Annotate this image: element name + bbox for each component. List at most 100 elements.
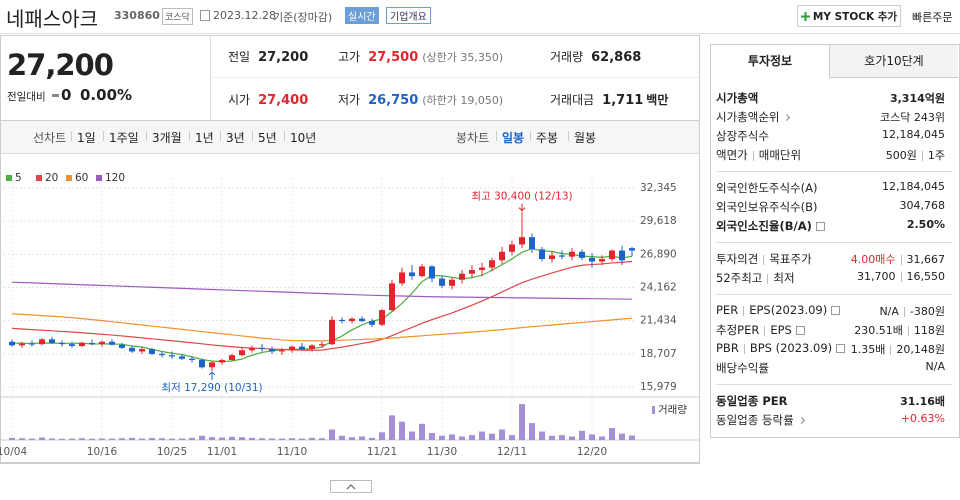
volume-bar: [589, 434, 595, 440]
legend-swatch: [6, 175, 12, 181]
candle-body: [479, 267, 485, 271]
info-value: 코스닥 243위: [880, 109, 945, 125]
volume-bar: [39, 437, 45, 440]
candle-body: [619, 250, 625, 261]
info-divider: [716, 171, 952, 172]
volume-bar: [429, 432, 435, 440]
info-tab-active[interactable]: 투자정보: [711, 45, 830, 78]
y-tick-label: 26,890: [640, 248, 677, 260]
volume-bar: [199, 435, 205, 440]
period-tab[interactable]: 5년: [258, 131, 277, 145]
info-value-text: 304,768: [899, 199, 946, 212]
volume-bar: [529, 423, 535, 440]
period-tab[interactable]: 3개월: [152, 131, 182, 145]
x-tick-label: 11/01: [207, 446, 237, 458]
volume-bar: [229, 436, 235, 440]
quote-label: 고가: [338, 50, 361, 64]
candle-body: [299, 346, 305, 350]
volume-bar: [339, 435, 345, 440]
info-label-text: PER: [716, 303, 739, 317]
volume-bar: [79, 438, 85, 440]
legend-swatch: [66, 175, 72, 181]
period-tab[interactable]: 10년: [290, 131, 317, 145]
volume-bar: [49, 438, 55, 440]
period-tab[interactable]: 1년: [195, 131, 214, 145]
volume-bar: [309, 437, 315, 440]
info-label: 동일업종 등락률: [716, 412, 805, 428]
volume-bar: [609, 428, 615, 440]
period-tab[interactable]: 1일: [77, 131, 96, 145]
arrow-icon: [797, 416, 805, 425]
candle-tab[interactable]: 일봉: [502, 131, 525, 145]
info-label-text: 외국인한도주식수(A): [716, 181, 818, 195]
separator: [903, 307, 905, 317]
info-label: 투자의견 목표주가: [716, 251, 812, 267]
candle-tab[interactable]: 주봉: [536, 131, 559, 145]
info-value-text: -380원: [909, 305, 945, 318]
collapse-button[interactable]: [330, 480, 372, 493]
volume-bar: [19, 438, 25, 440]
ma-line: [11, 313, 633, 342]
info-tab[interactable]: 호가10단계: [830, 45, 958, 78]
candle-body: [439, 278, 445, 286]
realtime-badge[interactable]: 실시간: [345, 7, 379, 24]
date: 2023.12.28: [213, 9, 276, 22]
info-value: +0.63%: [901, 412, 945, 425]
quote-label: 전일: [228, 50, 251, 64]
volume-bar: [349, 437, 355, 440]
mystock-label: MY STOCK 추가: [812, 10, 898, 23]
separator: [900, 272, 902, 282]
volume-bar: [619, 433, 625, 440]
candle-body: [629, 248, 635, 251]
quote-label: 거래대금: [550, 93, 595, 107]
tab-separator: [252, 131, 253, 141]
info-value: 1.35배 20,148원: [851, 341, 945, 357]
volume-bar: [499, 429, 505, 440]
candle-body: [269, 349, 275, 352]
candle-body: [529, 237, 535, 250]
quote-item: 전일 27,200: [228, 48, 308, 65]
volume-bar: [299, 438, 305, 440]
info-value: 31,700 16,550: [857, 270, 945, 283]
volume-bar: [149, 438, 155, 440]
info-label: 외국인한도주식수(A): [716, 180, 817, 196]
period-tab[interactable]: 3년: [226, 131, 245, 145]
legend-swatch: [36, 175, 42, 181]
candle-body: [599, 259, 605, 262]
volume-bar: [9, 437, 15, 440]
volume-bar: [59, 438, 65, 440]
info-value-text: 2.50%: [906, 218, 945, 231]
candle-body: [59, 342, 65, 345]
info-label: 외국인소진율(B/A): [716, 218, 825, 234]
mystock-button[interactable]: MY STOCK 추가: [797, 5, 901, 27]
info-label-text: 시가총액순위: [716, 110, 780, 124]
info-value: N/A -380원: [879, 303, 945, 319]
change: 0: [61, 86, 72, 104]
candle-body: [499, 251, 505, 261]
info-label: PBR BPS (2023.09): [716, 341, 846, 355]
company-info-button[interactable]: 기업개요: [386, 7, 431, 24]
info-value: 12,184,045: [882, 128, 945, 141]
ma-line: [11, 260, 633, 351]
x-tick-label: 10/16: [87, 446, 118, 458]
volume-bar: [239, 437, 245, 440]
info-value-text: N/A: [925, 360, 945, 373]
period-tab[interactable]: 1주일: [109, 131, 139, 145]
separator: [763, 254, 765, 265]
chevron: [346, 483, 356, 489]
candle-tab[interactable]: 월봉: [574, 131, 597, 145]
y-tick-label: 21,434: [640, 315, 677, 327]
candle-body: [569, 251, 575, 257]
legend-label: 120: [105, 172, 125, 184]
quick-order[interactable]: 빠른주문: [912, 11, 953, 24]
y-tick-label: 24,162: [640, 282, 677, 294]
candle-body: [289, 346, 295, 351]
volume-bar: [159, 438, 165, 440]
volume-bar: [259, 438, 265, 440]
volume-bar: [369, 437, 375, 440]
info-label-text: BPS (2023.09): [749, 341, 833, 355]
high-arrow: [518, 203, 526, 212]
change-pct: 0.00%: [80, 86, 133, 104]
volume-bar: [219, 437, 225, 440]
